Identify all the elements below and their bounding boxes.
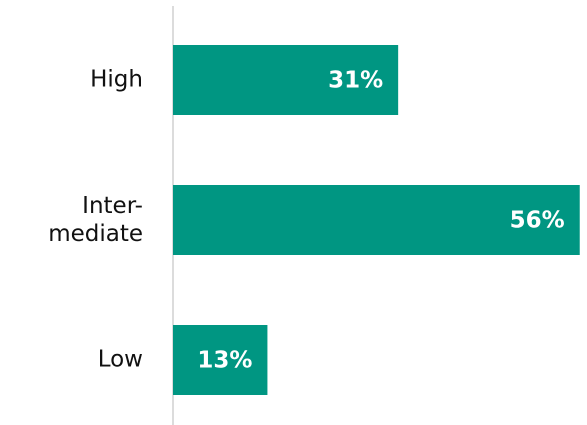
category-label: Inter-mediate [48,193,143,247]
bar [173,325,268,395]
value-label: 31% [328,68,383,94]
value-label: 56% [510,208,565,234]
category-label: Low [98,347,143,373]
bar [173,45,399,115]
category-label: High [90,67,143,93]
bar [173,185,580,255]
value-label: 13% [197,348,252,374]
